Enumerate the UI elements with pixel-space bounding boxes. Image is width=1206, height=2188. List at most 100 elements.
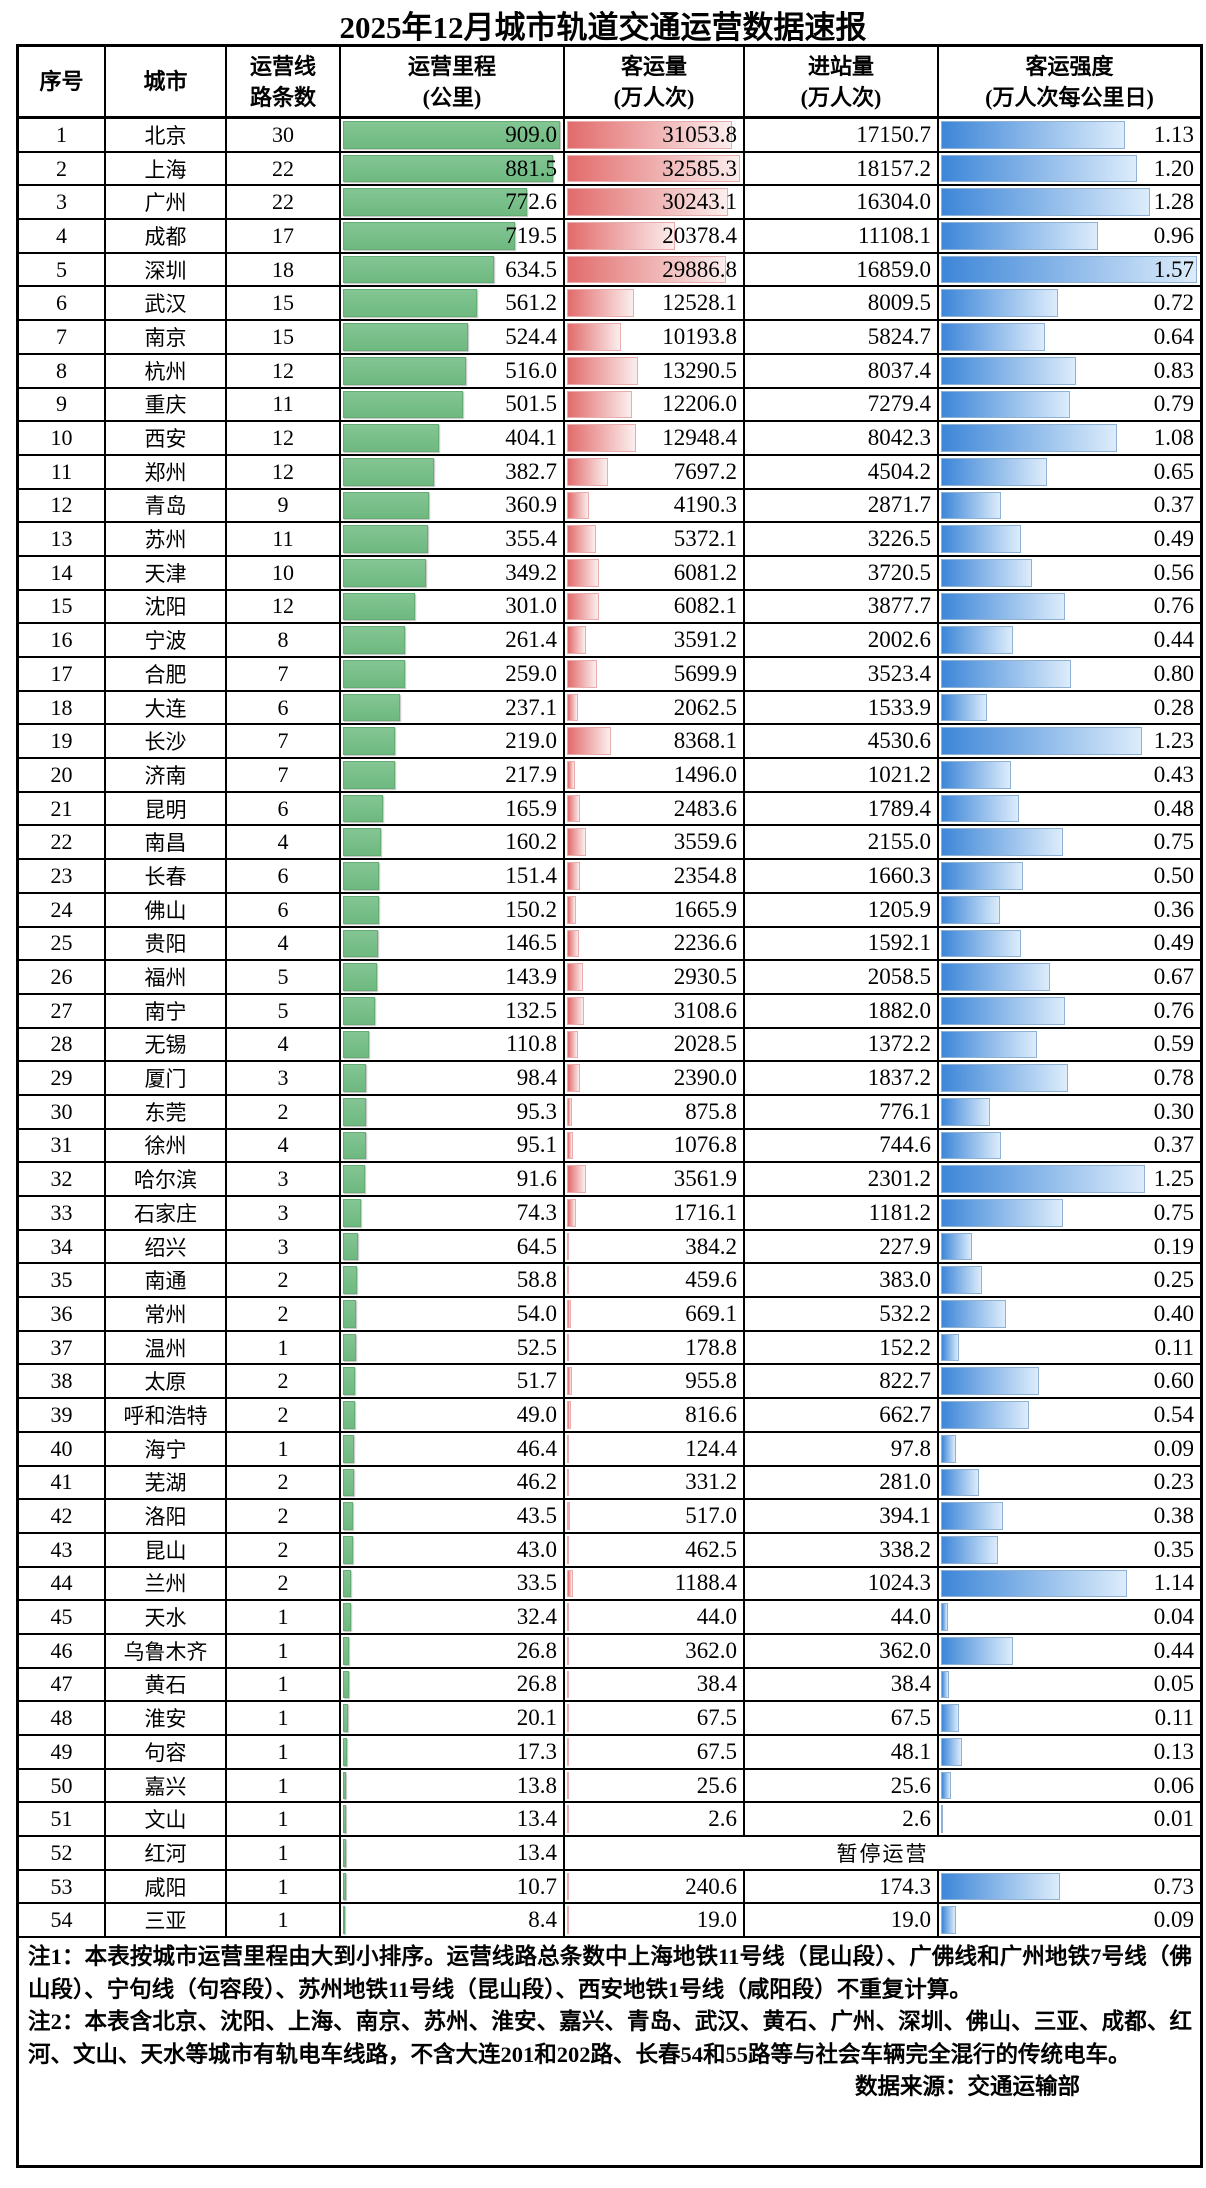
entries-value: 4530.6 xyxy=(867,728,931,754)
mileage: 404.1 xyxy=(341,422,565,454)
mileage-bar xyxy=(343,660,405,688)
entries-cell: 1205.9 xyxy=(745,893,939,926)
table-row: 9 重庆 11 501.5 12206.0 7279.4 0.79 xyxy=(19,388,1200,423)
entries-value: 1592.1 xyxy=(867,930,931,956)
intensity: 1.20 xyxy=(939,153,1200,185)
intensity-value: 0.75 xyxy=(1153,829,1194,855)
passengers-value: 3559.6 xyxy=(673,829,737,855)
entries-value: 7279.4 xyxy=(867,391,931,417)
table-row: 27 南宁 5 132.5 3108.6 1882.0 0.76 xyxy=(19,994,1200,1029)
lines-count-cell: 7 xyxy=(227,725,341,758)
city-cell: 西安 xyxy=(106,422,227,454)
mileage-value: 49.0 xyxy=(516,1401,557,1427)
entries-value: 11108.1 xyxy=(857,222,931,248)
passengers-bar xyxy=(567,1131,573,1160)
table-row: 47 黄石 1 26.8 38.4 38.4 0.05 xyxy=(19,1668,1200,1703)
entries-cell: 394.1 xyxy=(745,1500,939,1532)
mileage: 13.4 xyxy=(341,1803,565,1836)
column-header: 序号 xyxy=(19,47,106,116)
intensity-bar xyxy=(941,963,1051,991)
rank-cell: 8 xyxy=(19,354,106,387)
mileage-bar xyxy=(343,390,463,419)
intensity: 0.56 xyxy=(939,557,1200,589)
intensity-value: 1.28 xyxy=(1153,189,1194,215)
lines-count-cell: 15 xyxy=(227,287,341,320)
table-row: 7 南京 15 524.4 10193.8 5824.7 0.64 xyxy=(19,321,1200,355)
mileage-value: 404.1 xyxy=(505,425,557,451)
passengers-value: 12206.0 xyxy=(662,391,737,417)
intensity: 0.43 xyxy=(939,759,1200,791)
table-row: 11 郑州 12 382.7 7697.2 4504.2 0.65 xyxy=(19,455,1200,490)
mileage: 13.8 xyxy=(341,1769,565,1802)
mileage: 146.5 xyxy=(341,927,565,960)
lines-count-cell: 5 xyxy=(227,994,341,1027)
passengers-value: 1716.1 xyxy=(673,1199,737,1225)
entries-cell: 383.0 xyxy=(745,1264,939,1297)
mileage-value: 13.4 xyxy=(516,1806,557,1832)
city-cell: 兰州 xyxy=(106,1567,227,1600)
entries-value: 776.1 xyxy=(879,1098,931,1124)
entries-cell: 2.6 xyxy=(745,1803,939,1836)
intensity-value: 0.78 xyxy=(1153,1065,1194,1091)
mileage-value: 13.8 xyxy=(516,1772,557,1798)
entries-cell: 2871.7 xyxy=(745,489,939,522)
intensity-value: 0.23 xyxy=(1153,1469,1194,1495)
passengers-bar xyxy=(567,1872,569,1901)
intensity-value: 1.25 xyxy=(1153,1166,1194,1192)
passengers-bar xyxy=(567,1030,578,1059)
page-title: 2025年12月城市轨道交通运营数据速报 xyxy=(339,10,867,45)
intensity-value: 0.40 xyxy=(1153,1300,1194,1326)
intensity: 0.19 xyxy=(939,1231,1200,1263)
intensity: 0.83 xyxy=(939,355,1200,387)
passengers-value: 6081.2 xyxy=(673,559,737,585)
mileage-bar xyxy=(343,1266,358,1295)
mileage-value: 355.4 xyxy=(505,526,557,552)
mileage-bar xyxy=(343,1670,350,1699)
entries-cell: 8042.3 xyxy=(745,422,939,454)
column-header: 进站量 (万人次) xyxy=(745,47,939,116)
mileage: 91.6 xyxy=(341,1163,565,1195)
passengers: 31053.8 xyxy=(565,119,745,151)
passengers-value: 67.5 xyxy=(696,1705,737,1731)
intensity-bar xyxy=(941,1401,1030,1429)
rank-cell: 28 xyxy=(19,1028,106,1061)
entries-cell: 44.0 xyxy=(745,1601,939,1633)
lines-count-cell: 11 xyxy=(227,388,341,421)
rank-cell: 9 xyxy=(19,388,106,421)
passengers: 3591.2 xyxy=(565,624,745,656)
rank-cell: 41 xyxy=(19,1466,106,1499)
entries-value: 1789.4 xyxy=(867,795,931,821)
city-cell: 合肥 xyxy=(106,658,227,690)
lines-count-cell: 12 xyxy=(227,354,341,387)
lines-count-cell: 15 xyxy=(227,321,341,353)
mileage: 349.2 xyxy=(341,556,565,589)
lines-count-cell: 2 xyxy=(227,1466,341,1499)
intensity-value: 0.65 xyxy=(1153,458,1194,484)
entries-value: 8037.4 xyxy=(867,357,931,383)
intensity-value: 0.43 xyxy=(1153,761,1194,787)
passengers-bar xyxy=(567,491,590,520)
entries-value: 744.6 xyxy=(879,1132,931,1158)
entries-value: 3226.5 xyxy=(867,526,931,552)
intensity: 0.11 xyxy=(939,1332,1200,1364)
entries-value: 152.2 xyxy=(879,1334,931,1360)
passengers: 2930.5 xyxy=(565,961,745,993)
city-cell: 文山 xyxy=(106,1803,227,1836)
entries-cell: 7279.4 xyxy=(745,388,939,421)
mileage-bar xyxy=(343,1300,356,1328)
table-row: 16 宁波 8 261.4 3591.2 2002.6 0.44 xyxy=(19,624,1200,658)
passengers-bar xyxy=(567,693,578,722)
table-row: 14 天津 10 349.2 6081.2 3720.5 0.56 xyxy=(19,556,1200,591)
entries-value: 8009.5 xyxy=(867,290,931,316)
entries-value: 2155.0 xyxy=(867,829,931,855)
lines-count-cell: 8 xyxy=(227,624,341,656)
intensity-value: 0.75 xyxy=(1153,1199,1194,1225)
passengers: 12528.1 xyxy=(565,287,745,320)
passengers-value: 459.6 xyxy=(685,1267,737,1293)
mileage: 772.6 xyxy=(341,186,565,219)
passengers-bar xyxy=(567,761,575,789)
intensity-bar xyxy=(941,1064,1069,1092)
entries-value: 2301.2 xyxy=(867,1166,931,1192)
entries-value: 394.1 xyxy=(879,1503,931,1529)
city-cell: 南通 xyxy=(106,1264,227,1297)
